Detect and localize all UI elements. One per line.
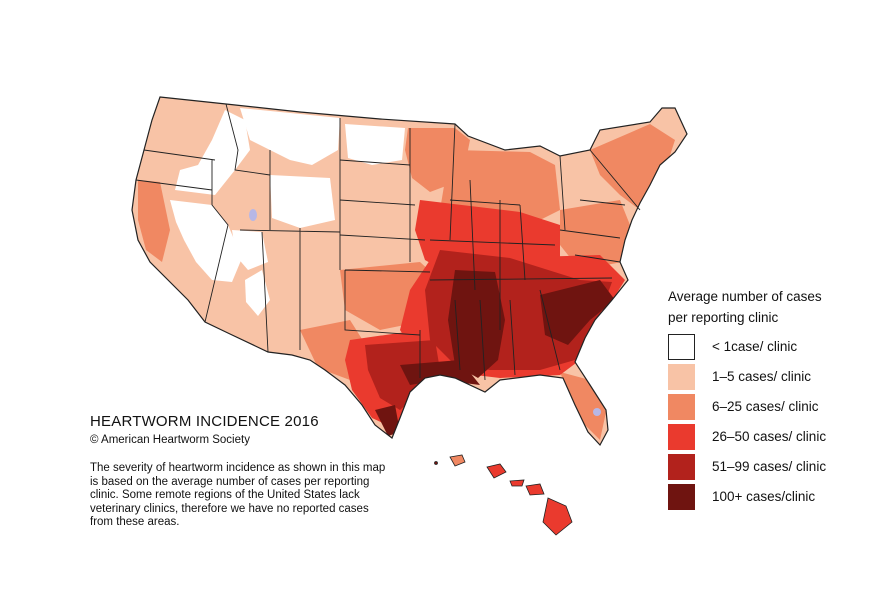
- region-extreme-south-texas: [375, 405, 400, 436]
- legend-item-under-1: < 1case/ clinic: [668, 334, 868, 362]
- legend-label: 100+ cases/clinic: [712, 489, 816, 504]
- border-east: [559, 149, 641, 263]
- border-mountain: [239, 118, 341, 353]
- region-low-dakotas: [345, 124, 405, 165]
- legend-swatch: [668, 394, 695, 420]
- legend-label: 1–5 cases/ clinic: [712, 369, 812, 384]
- legend-swatch: [668, 454, 695, 480]
- border-south: [419, 277, 613, 381]
- map-title: HEARTWORM INCIDENCE 2016: [90, 413, 319, 430]
- region-extreme-delta: [448, 270, 505, 378]
- legend-swatch: [668, 424, 695, 450]
- border-midwest: [429, 123, 556, 330]
- hawaii-maui: [525, 483, 545, 496]
- region-extreme-carolinas: [540, 280, 615, 345]
- hawaii-big-island: [542, 497, 573, 536]
- state-borders: [131, 96, 688, 447]
- legend-swatch: [668, 364, 695, 390]
- legend-title-line2: per reporting clinic: [668, 310, 779, 325]
- legend-title: Average number of cases per reporting cl…: [668, 286, 868, 328]
- map-description: The severity of heartworm incidence as s…: [90, 462, 386, 528]
- legend-item-26-50: 26–50 cases/ clinic: [668, 424, 868, 452]
- legend-title-line1: Average number of cases: [668, 289, 822, 304]
- legend-label: 6–25 cases/ clinic: [712, 399, 819, 414]
- hawaii-molokai: [509, 479, 525, 487]
- hawaii-niihau: [434, 461, 438, 465]
- legend-swatch: [668, 484, 695, 510]
- region-mid-california: [138, 180, 170, 262]
- region-veryhigh-east-texas: [365, 340, 440, 410]
- border-idaho-montana: [225, 103, 271, 176]
- region-low-wyoming: [270, 175, 335, 228]
- hawaii-oahu: [486, 463, 507, 479]
- border-west-coast-states: [135, 149, 229, 323]
- region-low-nevada-idaho: [175, 110, 250, 195]
- hawaii-kauai: [449, 454, 466, 467]
- region-mid-florida: [560, 372, 606, 440]
- hawaii: [434, 454, 573, 536]
- region-low-montana: [240, 108, 340, 165]
- copyright-notice: © American Heartworm Society: [90, 434, 250, 446]
- border-plains: [339, 128, 431, 336]
- legend-item-100-plus: 100+ cases/clinic: [668, 484, 868, 512]
- lake-okeechobee: [593, 408, 601, 416]
- legend-item-6-25: 6–25 cases/ clinic: [668, 394, 868, 422]
- legend-item-51-99: 51–99 cases/ clinic: [668, 454, 868, 482]
- great-salt-lake: [249, 209, 257, 221]
- legend-label: 26–50 cases/ clinic: [712, 429, 827, 444]
- legend-swatch: [668, 334, 695, 360]
- legend-label: 51–99 cases/ clinic: [712, 459, 827, 474]
- legend-label: < 1case/ clinic: [712, 339, 798, 354]
- legend-item-1-5: 1–5 cases/ clinic: [668, 364, 868, 392]
- contiguous-us-outline: [131, 96, 688, 447]
- region-low-arizona: [245, 270, 270, 316]
- region-low-utah: [232, 230, 268, 270]
- contiguous-us: [131, 96, 688, 447]
